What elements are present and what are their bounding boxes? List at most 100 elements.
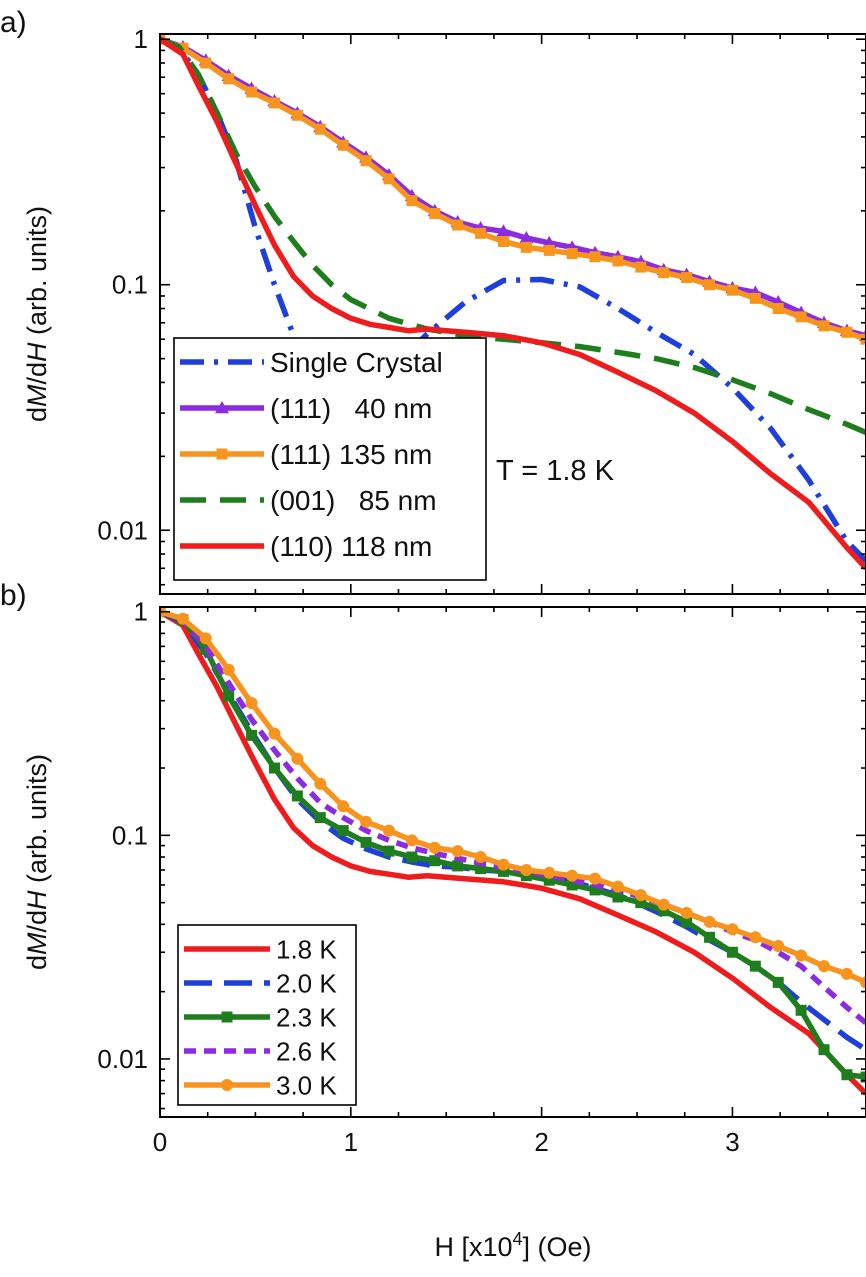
data-point [223,690,235,702]
y-axis-label-part: H [22,890,52,910]
data-point [383,173,395,185]
data-point [635,261,647,273]
data-point [314,812,326,824]
data-point [452,219,464,231]
data-point [519,230,534,244]
data-point [795,311,807,323]
y-tick-label: 0.1 [112,820,148,850]
data-point [176,612,189,625]
data-point [795,949,808,962]
data-point [406,195,418,207]
legend-label: (001) 85 nm [270,485,437,516]
data-point [429,208,441,220]
data-point [726,923,739,936]
data-point [268,762,280,774]
data-point [612,891,624,903]
x-axis-label-exponent: 4 [513,1229,523,1249]
y-axis-label-part: d [22,407,52,422]
legend-label: (111) 40 nm [270,393,432,424]
legend: 1.8 K 2.0 K 2.3 K 2.6 K 3.0 K [177,924,357,1106]
data-point [566,248,578,260]
x-axis-label-base: H [x10 [434,1232,512,1262]
legend-label: 1.8 K [276,934,337,964]
data-point [749,931,762,944]
temperature-annotation: T = 1.8 K [496,455,615,487]
data-point [452,860,464,872]
y-axis-label-part: /d [22,910,52,933]
series-line [160,36,866,339]
y-axis-label-part: /d [22,362,52,385]
data-point [704,931,716,943]
x-axis-label: H [x104] (Oe) [434,1229,591,1262]
data-point [680,906,693,919]
x-tick-label: 1 [344,1127,358,1157]
data-point [246,729,258,741]
legend-marker [215,401,229,414]
legend: Single Crystal (111) 40 nm (111) 135 nm (00… [173,337,487,581]
series-1-8-k [160,609,866,1096]
data-point [657,898,670,911]
data-point [199,632,212,645]
data-point [314,777,327,790]
data-point [703,915,716,928]
data-point [635,897,647,909]
data-point [360,836,372,848]
data-point [772,976,784,988]
y-axis-label-part: H [22,342,52,362]
y-axis-label-part: (arb. units) [22,754,52,891]
data-point [726,284,738,296]
panel-label: a) [0,6,27,39]
legend-label: (110) 118 nm [270,531,432,562]
data-point [337,825,349,837]
legend-marker [221,1079,233,1091]
y-axis-label: dM/dH (arb. units) [22,206,52,422]
data-point [841,1069,853,1081]
data-point [749,960,761,972]
data-point [337,139,349,151]
legend-label: 2.3 K [276,1002,337,1032]
data-point [772,939,785,952]
data-point [589,872,602,885]
plot-frame [159,606,866,1118]
data-point [795,1004,807,1016]
x-tick-label: 0 [153,1127,167,1157]
data-point [474,851,487,864]
data-point [566,869,579,882]
y-axis-label-part: M [22,932,52,955]
legend-label: 3.0 K [276,1070,337,1100]
chart-panel-a: a) 1 0.1 0.01 dM/dH (arb. units) T = 1.8 K Sin… [0,6,866,595]
data-point [405,834,418,847]
data-point [497,858,510,871]
data-point [382,824,395,837]
data-point [818,1044,830,1056]
data-point [818,320,830,332]
data-point [497,865,509,877]
data-point [383,845,395,857]
data-point [268,97,280,109]
data-point [841,326,853,338]
data-point [840,967,853,980]
data-point [497,235,509,247]
data-point [658,905,670,917]
legend-marker [221,1011,233,1023]
data-point [704,279,716,291]
data-point [222,663,235,676]
data-point [406,851,418,863]
data-point [268,727,281,740]
panel-label: b) [0,579,27,612]
data-point [726,946,738,958]
data-point [543,244,555,256]
data-point [681,272,693,284]
y-axis-label: dM/dH (arb. units) [22,754,52,970]
data-point [429,855,441,867]
data-point [589,251,601,263]
data-point [658,267,670,279]
data-point [475,227,487,239]
y-tick-label: 1 [134,597,148,627]
data-point [681,916,693,928]
data-point [200,57,212,69]
data-point [291,752,304,765]
data-point [860,976,866,989]
data-point [860,1071,866,1083]
